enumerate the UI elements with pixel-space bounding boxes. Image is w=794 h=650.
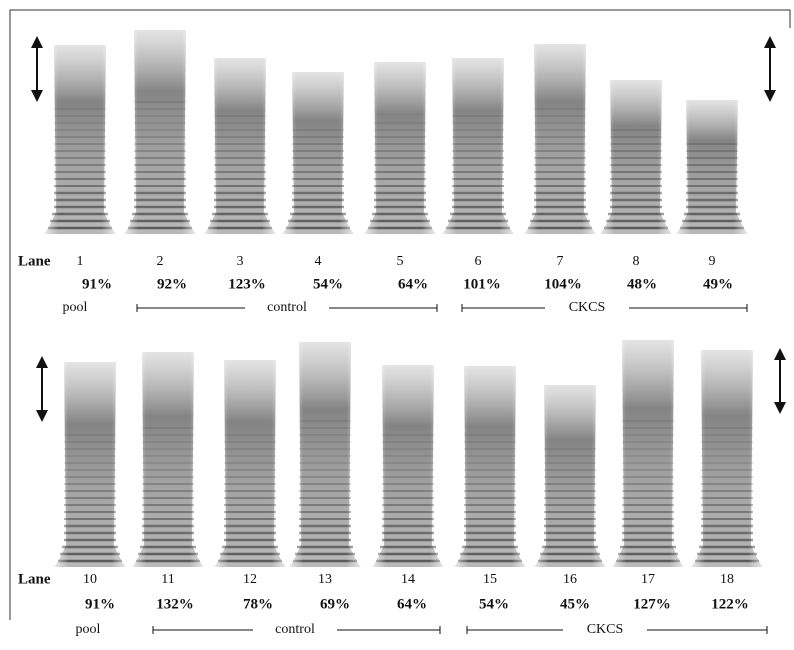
lane-edge bbox=[282, 72, 354, 234]
group-label: CKCS bbox=[569, 300, 606, 315]
lane-number: 7 bbox=[557, 254, 564, 269]
lane-edge bbox=[372, 365, 444, 567]
lane-percent: 64% bbox=[397, 596, 427, 612]
gel-lane bbox=[124, 30, 196, 234]
group-label: pool bbox=[76, 622, 101, 637]
lane-edge bbox=[600, 80, 672, 234]
lane-number: 11 bbox=[161, 572, 174, 587]
gel-lane bbox=[282, 72, 354, 234]
group-label: pool bbox=[63, 300, 88, 315]
lane-number: 10 bbox=[83, 572, 97, 587]
lane-edge bbox=[442, 58, 514, 234]
lane-percent: 104% bbox=[544, 276, 582, 292]
lane-percent: 54% bbox=[479, 596, 509, 612]
lane-edge bbox=[691, 350, 763, 567]
gel-lane bbox=[132, 352, 204, 567]
lane-percent: 49% bbox=[703, 276, 733, 292]
lane-percent: 48% bbox=[627, 276, 657, 292]
lane-edge bbox=[214, 360, 286, 567]
gel-panel: 10 91% 11 132% 12 78% 13 69% 14 64% 15 54% 16 45% 17 12… bbox=[18, 340, 767, 637]
group-label: CKCS bbox=[587, 622, 624, 637]
gel-lane bbox=[372, 365, 444, 567]
gel-lane bbox=[364, 62, 436, 234]
group-label: control bbox=[267, 300, 307, 315]
lane-number: 15 bbox=[483, 572, 497, 587]
lane-number: 8 bbox=[633, 254, 640, 269]
lane-edge bbox=[204, 58, 276, 234]
lane-edge bbox=[54, 362, 126, 567]
lane-number: 16 bbox=[563, 572, 577, 587]
gel-lane bbox=[214, 360, 286, 567]
gel-figure: 1 91% 2 92% 3 123% 4 54% 5 64% 6 101% 7 104% 8 48% 9 49% L… bbox=[0, 0, 794, 650]
lane-number: 13 bbox=[318, 572, 332, 587]
group-label: control bbox=[275, 622, 315, 637]
lane-edge bbox=[124, 30, 196, 234]
gel-lane bbox=[524, 44, 596, 234]
lane-number: 1 bbox=[77, 254, 84, 269]
lane-percent: 91% bbox=[82, 276, 112, 292]
lane-edge bbox=[289, 342, 361, 567]
gel-lane bbox=[534, 385, 606, 567]
lane-label: Lane bbox=[18, 571, 51, 587]
lane-edge bbox=[44, 45, 116, 234]
lane-number: 9 bbox=[709, 254, 716, 269]
gel-lane bbox=[204, 58, 276, 234]
lane-number: 6 bbox=[475, 254, 482, 269]
lane-edge bbox=[364, 62, 436, 234]
lane-percent: 101% bbox=[463, 276, 501, 292]
lane-edge bbox=[534, 385, 606, 567]
lane-number: 17 bbox=[641, 572, 655, 587]
panels: 1 91% 2 92% 3 123% 4 54% 5 64% 6 101% 7 104% 8 48% 9 49% L… bbox=[18, 30, 767, 637]
lane-percent: 127% bbox=[633, 596, 671, 612]
lane-number: 4 bbox=[315, 254, 322, 269]
lane-number: 18 bbox=[720, 572, 734, 587]
lane-percent: 123% bbox=[228, 276, 266, 292]
lane-percent: 122% bbox=[711, 596, 749, 612]
lane-number: 12 bbox=[243, 572, 257, 587]
lane-edge bbox=[524, 44, 596, 234]
lane-percent: 91% bbox=[85, 596, 115, 612]
lane-edge bbox=[454, 366, 526, 567]
lane-number: 14 bbox=[401, 572, 415, 587]
gel-lane bbox=[442, 58, 514, 234]
lane-edge bbox=[132, 352, 204, 567]
lane-percent: 132% bbox=[156, 596, 194, 612]
gel-lane bbox=[454, 366, 526, 567]
gel-lane bbox=[612, 340, 684, 567]
gel-lane bbox=[44, 45, 116, 234]
gel-lane bbox=[691, 350, 763, 567]
lane-number: 2 bbox=[157, 254, 164, 269]
lane-percent: 64% bbox=[398, 276, 428, 292]
lane-edge bbox=[612, 340, 684, 567]
gel-panel: 1 91% 2 92% 3 123% 4 54% 5 64% 6 101% 7 104% 8 48% 9 49% L… bbox=[18, 30, 748, 315]
lane-edge bbox=[676, 100, 748, 234]
lane-number: 3 bbox=[237, 254, 244, 269]
gel-lane bbox=[289, 342, 361, 567]
lane-percent: 45% bbox=[560, 596, 590, 612]
lane-percent: 92% bbox=[157, 276, 187, 292]
lane-number: 5 bbox=[397, 254, 404, 269]
gel-lane bbox=[676, 100, 748, 234]
lane-label: Lane bbox=[18, 253, 51, 269]
lane-percent: 78% bbox=[243, 596, 273, 612]
lane-percent: 54% bbox=[313, 276, 343, 292]
lane-percent: 69% bbox=[320, 596, 350, 612]
gel-lane bbox=[54, 362, 126, 567]
gel-lane bbox=[600, 80, 672, 234]
